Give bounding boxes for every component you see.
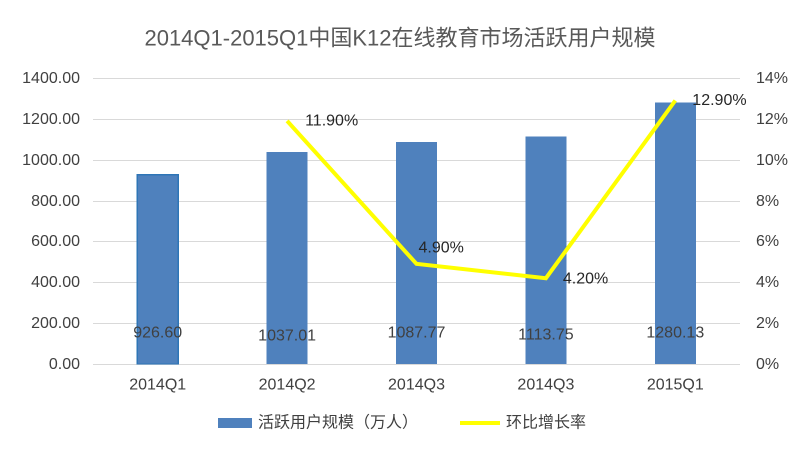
y-left-tick-label-7: 1400.00 xyxy=(22,70,80,87)
legend-swatch-active-users xyxy=(218,418,252,428)
x-category-label-2: 2014Q3 xyxy=(388,377,445,394)
legend-item-growth-rate: 环比增长率 xyxy=(460,414,586,432)
bar-4 xyxy=(654,102,696,364)
y-right-tick-label-0: 0% xyxy=(756,356,779,373)
growth-rate-line xyxy=(285,99,677,281)
x-category-label-4: 2015Q1 xyxy=(647,377,704,394)
x-category-label-3: 2014Q3 xyxy=(517,377,574,394)
legend-item-active-users: 活跃用户规模（万人） xyxy=(218,414,418,432)
y-left-tick-label-3: 600.00 xyxy=(31,233,80,250)
x-category-label-1: 2014Q2 xyxy=(259,377,316,394)
growth-rate-labels: 11.90% 4.90% 4.20% 12.90% xyxy=(305,92,746,288)
x-axis: 2014Q1 2014Q2 2014Q3 2014Q3 2015Q1 xyxy=(129,377,704,394)
bar-1 xyxy=(266,152,308,364)
bar-value-label-1: 1037.01 xyxy=(258,328,316,345)
y-left-tick-label-2: 400.00 xyxy=(31,274,80,291)
y-left-tick-label-1: 200.00 xyxy=(31,315,80,332)
y-right-tick-label-2: 4% xyxy=(756,274,779,291)
bar-3 xyxy=(525,136,567,364)
y-right-tick-label-5: 10% xyxy=(756,152,788,169)
legend-label-active-users: 活跃用户规模（万人） xyxy=(258,414,418,432)
growth-rate-label-3: 4.20% xyxy=(563,271,608,288)
y-axis-left: 0.00 200.00 400.00 600.00 800.00 1000.00 1200.… xyxy=(22,70,80,373)
chart-title: 2014Q1-2015Q1中国K12在线教育市场活跃用户规模 xyxy=(144,26,655,51)
bar-0 xyxy=(136,174,179,365)
growth-rate-label-1: 11.90% xyxy=(305,112,358,129)
y-left-tick-label-6: 1200.00 xyxy=(22,111,80,128)
growth-rate-series xyxy=(285,99,677,281)
active-users-bars xyxy=(136,102,696,365)
bar-value-label-3: 1113.75 xyxy=(518,327,574,344)
y-left-tick-label-5: 1000.00 xyxy=(22,152,80,169)
bar-value-label-4: 1280.13 xyxy=(646,325,704,342)
y-axis-right: 0% 2% 4% 6% 8% 10% 12% 14% xyxy=(756,70,788,373)
x-category-label-0: 2014Q1 xyxy=(129,377,186,394)
y-right-tick-label-3: 6% xyxy=(756,233,779,250)
bar-2 xyxy=(396,141,437,364)
y-right-tick-label-4: 8% xyxy=(756,193,779,210)
y-left-tick-label-0: 0.00 xyxy=(49,356,80,373)
y-right-tick-label-7: 14% xyxy=(756,70,788,87)
y-right-tick-label-6: 12% xyxy=(756,111,788,128)
growth-rate-label-2: 4.90% xyxy=(419,239,464,256)
legend: 活跃用户规模（万人） 环比增长率 xyxy=(218,414,586,432)
y-left-tick-label-4: 800.00 xyxy=(31,193,80,210)
growth-rate-label-4: 12.90% xyxy=(692,92,746,109)
bar-value-label-0: 926.60 xyxy=(133,325,182,342)
bar-value-labels: 926.60 1037.01 1087.77 1113.75 1280.13 xyxy=(133,325,704,345)
y-right-tick-label-1: 2% xyxy=(756,315,779,332)
legend-label-growth-rate: 环比增长率 xyxy=(506,414,586,432)
bar-value-label-2: 1087.77 xyxy=(388,325,446,342)
